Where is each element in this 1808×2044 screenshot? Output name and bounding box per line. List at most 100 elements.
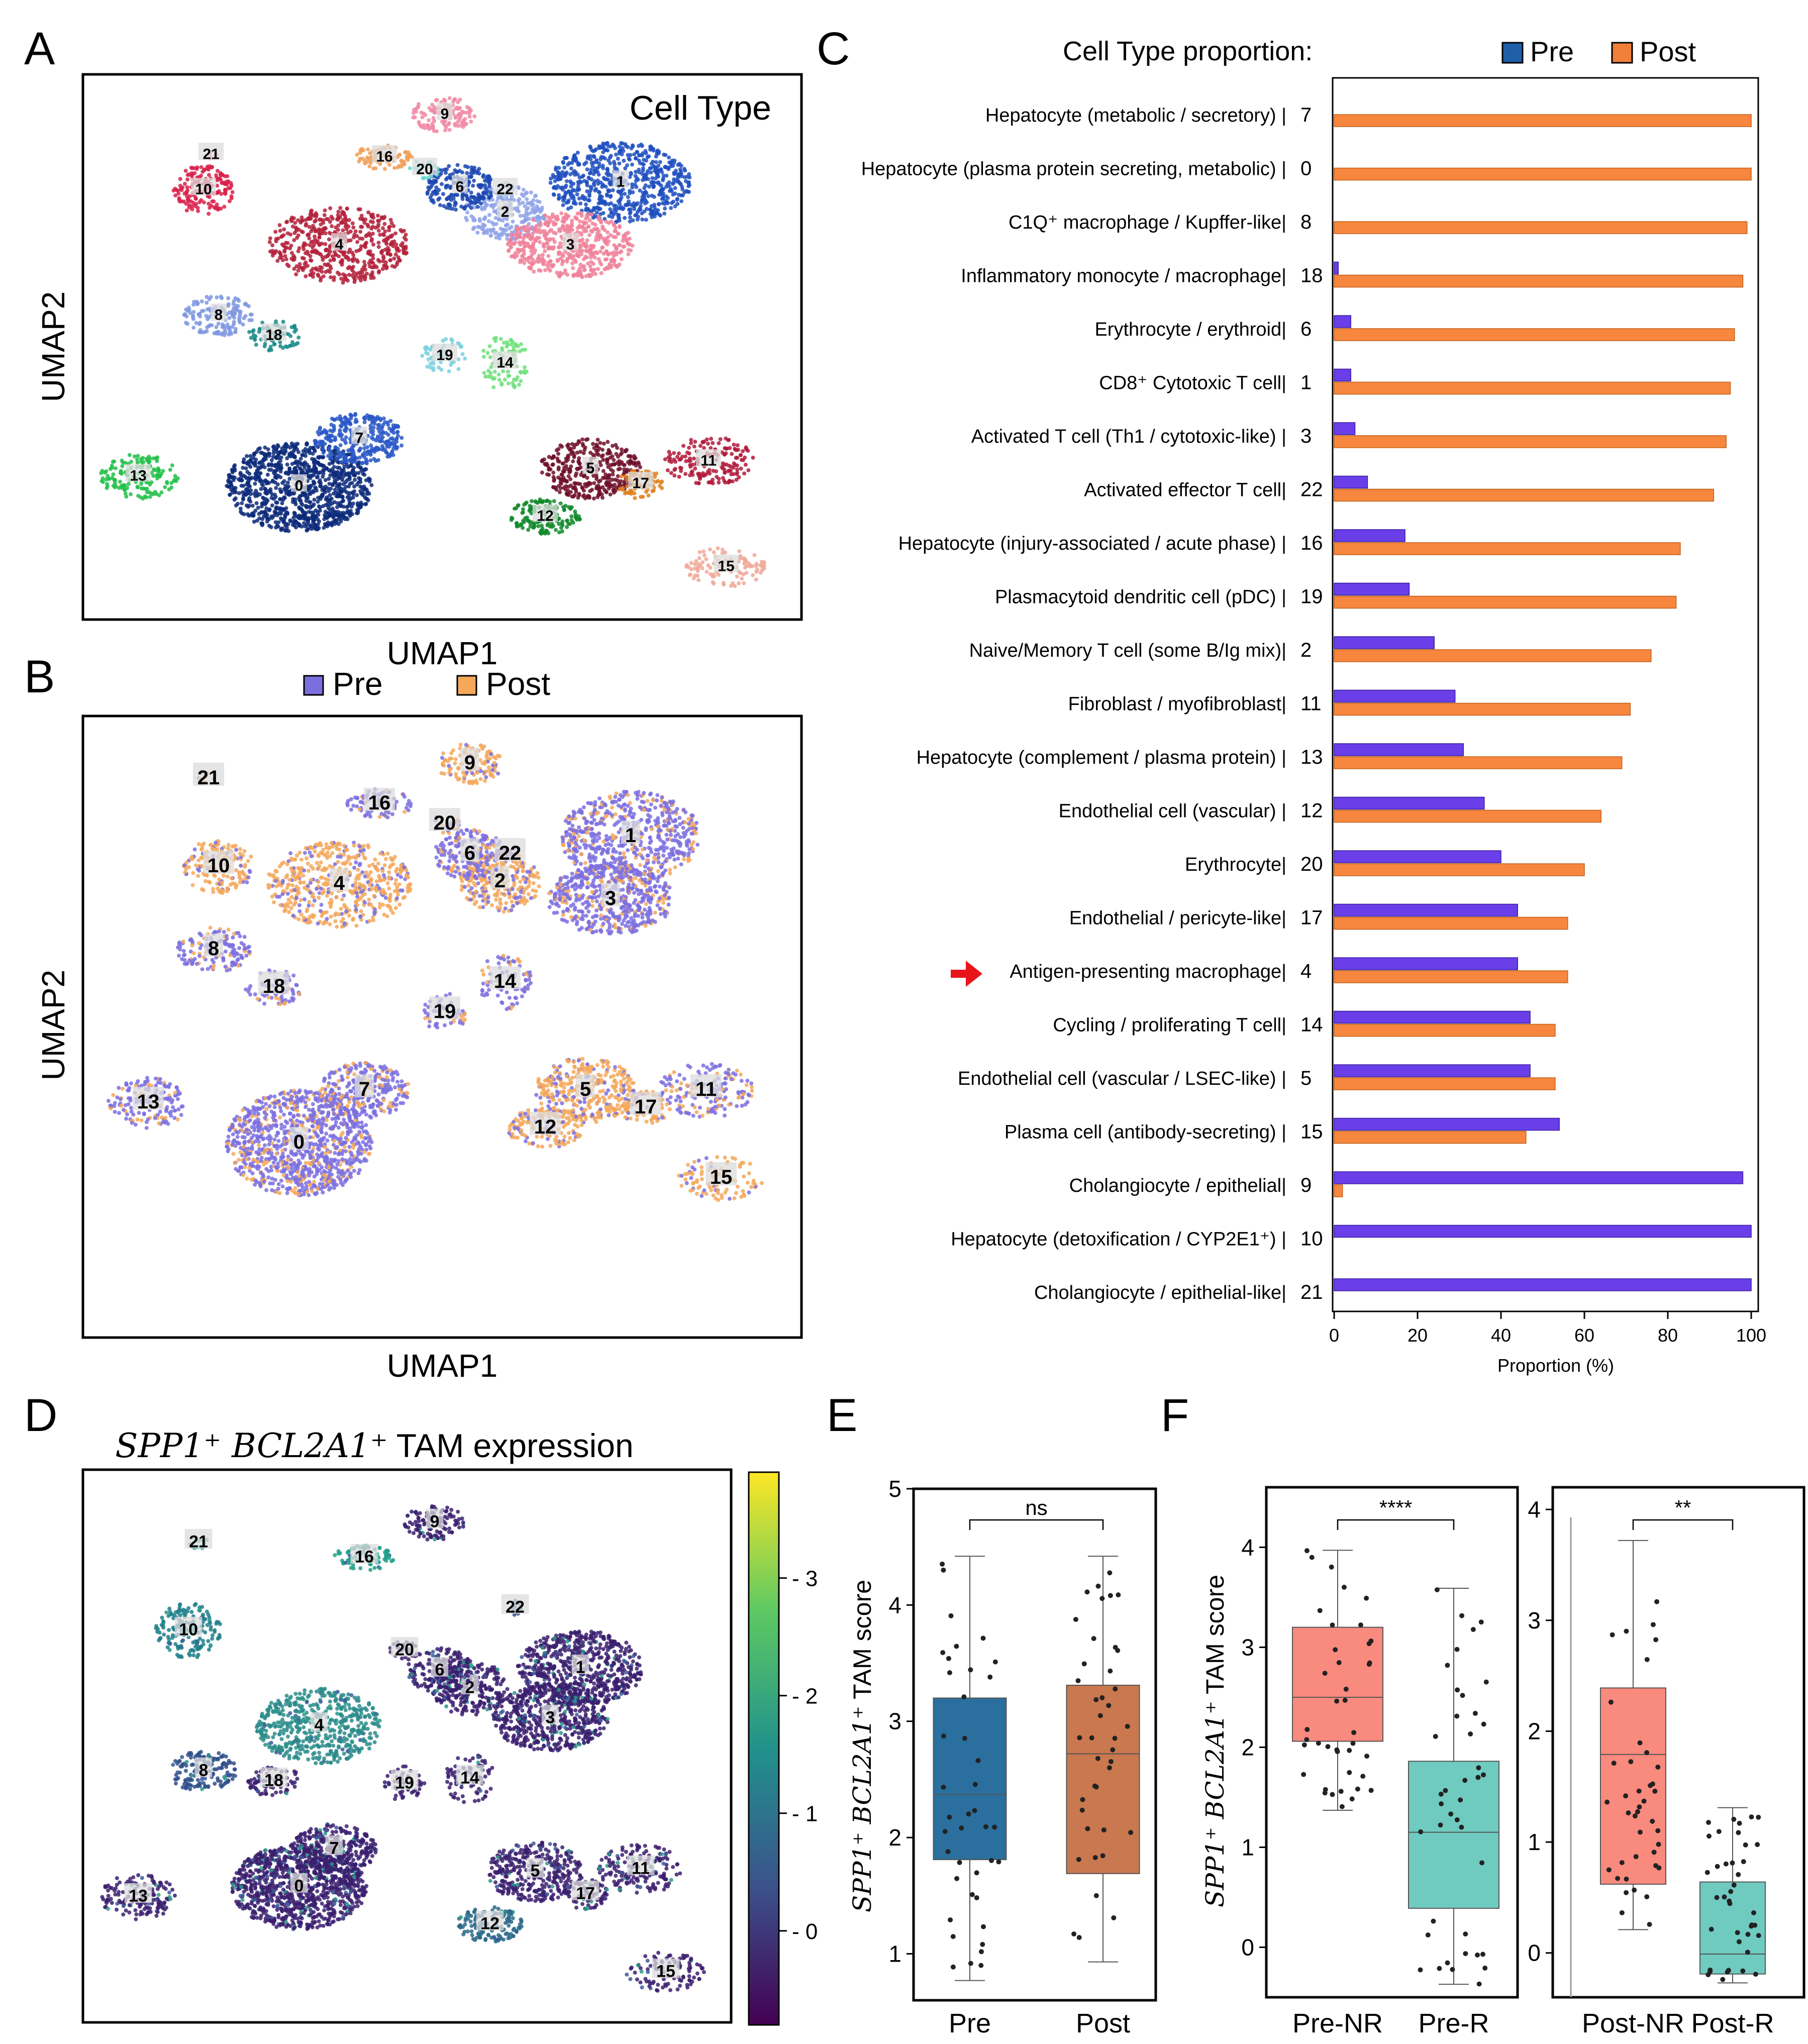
box-point xyxy=(1445,1663,1450,1668)
bar-c-frame xyxy=(1332,77,1759,1312)
box-point xyxy=(1749,1814,1754,1820)
bar-category-label: Endothelial / pericyte-like| xyxy=(1069,908,1286,929)
box-point xyxy=(1110,1747,1116,1753)
bar-c-content: Hepatocyte (metabolic / secretory) | 7Hep… xyxy=(861,104,1766,1346)
box-point xyxy=(1125,1723,1130,1729)
box-f-ylabel-rest: TAM score xyxy=(1201,1575,1229,1701)
bar-category-label: Plasma cell (antibody-secreting) | xyxy=(1005,1122,1286,1143)
umap-cluster-label: 15 xyxy=(718,558,734,574)
umap-cluster-19: 19 xyxy=(420,337,467,374)
umap-cluster-7: 7 xyxy=(290,1822,378,1874)
box-body xyxy=(1066,1685,1140,1874)
box-point xyxy=(1347,1770,1352,1775)
box-point xyxy=(992,1659,998,1665)
box-point xyxy=(1093,1893,1099,1898)
bar-pre xyxy=(1334,1064,1531,1077)
box-ytick-label: 1 xyxy=(1241,1834,1254,1860)
umap-cluster-label: 12 xyxy=(537,507,553,524)
bar-post xyxy=(1334,863,1585,876)
umap-cluster-2: 2 xyxy=(431,1659,510,1717)
box-point xyxy=(1437,1966,1442,1971)
box-point xyxy=(1730,1860,1735,1866)
umap-label-box xyxy=(576,1074,595,1097)
bar-category-id: 13 xyxy=(1300,746,1323,768)
box-point xyxy=(1736,1872,1741,1877)
umap-cluster-15: 15 xyxy=(625,1951,706,1993)
bar-pre xyxy=(1334,850,1501,863)
box-point xyxy=(1656,1842,1661,1847)
umap-label-box xyxy=(628,472,653,489)
bar-post xyxy=(1334,221,1748,234)
box-point xyxy=(1606,1867,1612,1873)
colorbar-tick-label: - 1 xyxy=(792,1802,818,1826)
umap-cluster-label: 11 xyxy=(632,1859,650,1878)
umap-cluster-label: 18 xyxy=(263,975,285,997)
bar-row: Plasma cell (antibody-secreting) | 15 xyxy=(1005,1117,1560,1144)
box-point xyxy=(940,1561,945,1567)
bar-row: Hepatocyte (detoxification / CYP2E1⁺) | 1… xyxy=(951,1224,1752,1250)
bar-category-label: Endothelial cell (vascular) | xyxy=(1059,801,1286,822)
box-point xyxy=(1753,1972,1758,1977)
bar-row: Erythrocyte| 20 xyxy=(1185,850,1585,876)
bar-category-label: Inflammatory monocyte / macrophage| xyxy=(961,266,1286,287)
umap-cluster-label: 14 xyxy=(494,970,517,992)
bar-category-id: 6 xyxy=(1300,318,1312,340)
bar-category-label: Hepatocyte (injury-associated / acute ph… xyxy=(898,533,1286,554)
box-point xyxy=(1653,1863,1659,1869)
bar-post xyxy=(1334,1184,1343,1197)
box-point xyxy=(1304,1727,1310,1732)
umap-cluster-label: 19 xyxy=(434,1000,456,1023)
box-post-r: Post-R xyxy=(1691,1807,1774,2038)
bar-category-id: 20 xyxy=(1300,853,1323,875)
bar-post xyxy=(1334,114,1752,127)
umap-label-box xyxy=(198,143,224,160)
box-point xyxy=(1608,1699,1614,1705)
box-point xyxy=(1438,1791,1444,1797)
box-f-ylabel: SPP1⁺ BCL2A1⁺ TAM score xyxy=(1200,1575,1230,1907)
umap-label-box xyxy=(476,1910,504,1930)
bar-post xyxy=(1334,702,1631,716)
umap-label-box xyxy=(501,1594,529,1614)
bar-category-id: 8 xyxy=(1300,211,1312,233)
box-point xyxy=(972,1808,977,1813)
umap-cluster-10: 10 xyxy=(171,164,235,216)
box-point xyxy=(1322,1790,1328,1796)
box-point xyxy=(1704,1870,1710,1875)
umap-d-title-italic: SPP1⁺ BCL2A1⁺ xyxy=(115,1426,387,1465)
umap-cluster-15: 15 xyxy=(677,1155,764,1202)
umap-cluster-label: 1 xyxy=(625,825,636,847)
box-point xyxy=(1091,1636,1096,1642)
bar-pre xyxy=(1334,1224,1752,1238)
box-point xyxy=(1355,1786,1360,1792)
box-point xyxy=(947,1670,952,1676)
umap-cluster-label: 20 xyxy=(434,812,456,834)
umap-label-box xyxy=(601,883,620,906)
umap-label-box xyxy=(492,351,518,369)
box-point xyxy=(989,1858,994,1863)
box-ytick-label: 3 xyxy=(1241,1634,1254,1660)
umap-label-box xyxy=(456,1765,484,1785)
box-point xyxy=(1450,1967,1455,1972)
box-point xyxy=(950,1934,956,1939)
umap-label-box xyxy=(460,838,479,861)
umap-cluster-3: 3 xyxy=(491,1684,610,1753)
umap-cluster-17: 17 xyxy=(618,469,664,500)
box-point xyxy=(1624,1876,1629,1882)
umap-label-box xyxy=(184,1528,213,1549)
umap-label-box xyxy=(526,1858,544,1878)
box-point xyxy=(1736,1830,1741,1835)
bar-category-id: 16 xyxy=(1300,532,1323,554)
bar-post xyxy=(1334,1131,1527,1144)
colorbar-tick-label: - 2 xyxy=(792,1684,818,1709)
box-point xyxy=(1309,1555,1315,1560)
umap-cluster-label: 19 xyxy=(436,347,453,363)
bar-category-id: 19 xyxy=(1300,586,1323,608)
bar-category-label: Hepatocyte (plasma protein secreting, me… xyxy=(861,159,1286,180)
umap-cluster-2: 2 xyxy=(464,183,546,242)
box-f2-frame xyxy=(1551,1486,1805,1999)
umap-label-box xyxy=(492,178,518,195)
bar-row: Activated effector T cell| 22 xyxy=(1084,475,1715,502)
umap-label-box xyxy=(460,748,479,771)
box-point xyxy=(1479,1860,1485,1866)
umap-label-box xyxy=(133,1087,164,1110)
